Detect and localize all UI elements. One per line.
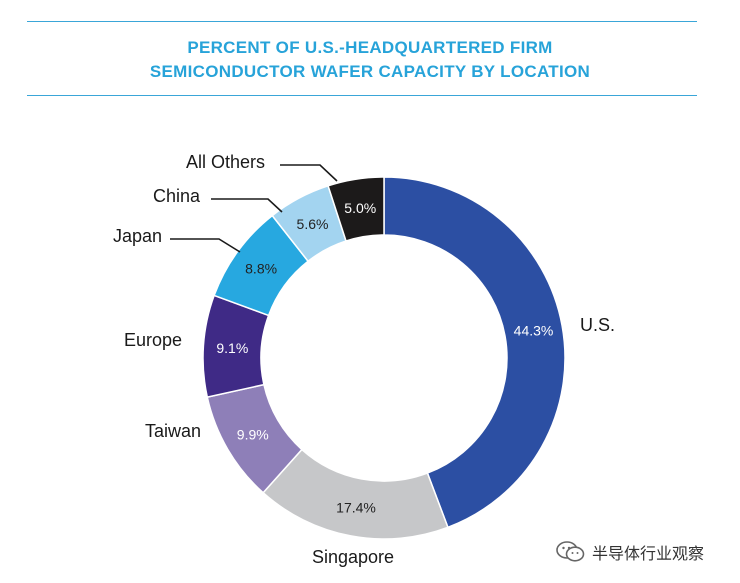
slice-u-s <box>383 176 566 529</box>
category-label-china: China <box>153 186 201 206</box>
top-rule <box>27 21 697 22</box>
value-label-taiwan: 9.9% <box>237 427 269 443</box>
watermark: 半导体行业观察 <box>556 540 704 564</box>
category-label-taiwan: Taiwan <box>145 421 201 441</box>
slice-all-others <box>327 176 385 242</box>
value-label-japan: 8.8% <box>245 261 277 277</box>
wechat-icon <box>556 541 585 562</box>
category-label-all-others: All Others <box>186 152 265 172</box>
value-label-all-others: 5.0% <box>344 200 376 216</box>
category-label-u-s: U.S. <box>580 315 615 335</box>
value-label-u-s: 44.3% <box>514 323 554 339</box>
watermark-text: 半导体行业观察 <box>592 544 705 563</box>
slice-singapore <box>262 448 449 540</box>
value-label-europe: 9.1% <box>216 340 248 356</box>
chart-title-line-1: PERCENT OF U.S.-HEADQUARTERED FIRM <box>187 38 553 57</box>
category-label-singapore: Singapore <box>312 547 394 567</box>
leader-line-china <box>211 198 283 213</box>
bottom-rule <box>27 95 697 96</box>
category-label-europe: Europe <box>124 330 182 350</box>
leader-line-all-others <box>280 164 338 182</box>
category-label-japan: Japan <box>113 226 162 246</box>
chart-title-line-2: SEMICONDUCTOR WAFER CAPACITY BY LOCATION <box>149 62 591 81</box>
value-label-china: 5.6% <box>297 216 329 232</box>
value-label-singapore: 17.4% <box>336 499 376 515</box>
leader-line-japan <box>170 238 241 253</box>
